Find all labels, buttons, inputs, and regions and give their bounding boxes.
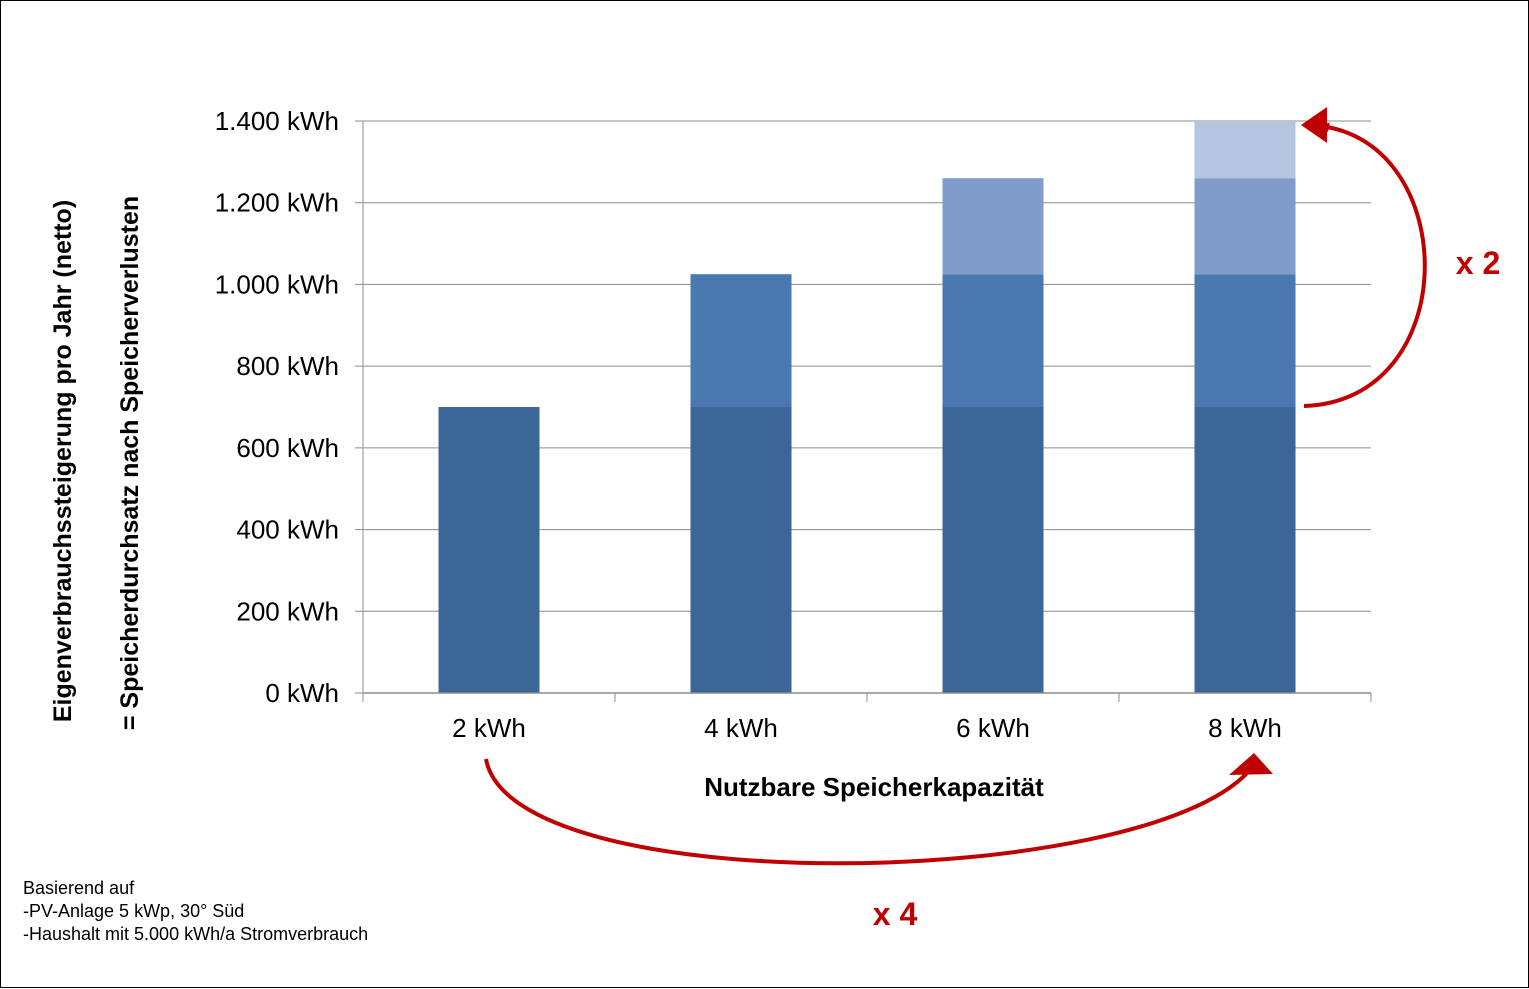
note-block: Basierend auf -PV-Anlage 5 kWp, 30° Süd … (23, 877, 368, 946)
arrow-x4 (484, 758, 1251, 866)
y-tick-label: 400 kWh (236, 515, 339, 545)
axes (355, 120, 1372, 702)
bar-segment (942, 407, 1044, 693)
y-tick-labels: 0 kWh 200 kWh 400 kWh 600 kWh 800 kWh 1.000 k… (215, 106, 339, 708)
note-line: -Haushalt mit 5.000 kWh/a Stromverbrauch (23, 924, 369, 944)
note-line: -PV-Anlage 5 kWp, 30° Süd (23, 901, 245, 921)
arrow-x2-head (1301, 107, 1327, 143)
bar-segment (690, 274, 792, 407)
note-line: Basierend auf (23, 878, 135, 898)
bar-segment (1194, 407, 1296, 693)
bar-segment (1194, 121, 1296, 179)
bar-segment (690, 407, 792, 693)
bar-series (438, 121, 1296, 693)
y-tick-label: 200 kWh (236, 596, 339, 626)
x-tick-labels: 2 kWh 4 kWh 6 kWh 8 kWh (452, 713, 1282, 743)
y-tick-label: 1.400 kWh (215, 106, 339, 136)
y-axis-title-line2: = Speicherdurchsatz nach Speicherverlust… (116, 196, 144, 730)
bar-segment (942, 274, 1044, 407)
y-tick-label: 600 kWh (236, 433, 339, 463)
bar-segment (942, 178, 1044, 275)
y-tick-label: 1.000 kWh (215, 269, 339, 299)
x-tick-label: 6 kWh (956, 713, 1030, 743)
bar-segment (1194, 178, 1296, 275)
y-axis-title-line1: Eigenverbrauchssteigerung pro Jahr (nett… (49, 200, 77, 722)
y-tick-label: 0 kWh (265, 678, 339, 708)
factor-x2-label: x 2 (1456, 245, 1500, 281)
factor-x4-label: x 4 (873, 896, 918, 932)
bar-segment (438, 407, 540, 693)
arrow-x2 (1303, 122, 1427, 408)
x-tick-label: 4 kWh (704, 713, 778, 743)
y-tick-label: 800 kWh (236, 351, 339, 381)
x-axis-title: Nutzbare Speicherkapazität (704, 772, 1044, 802)
y-tick-label: 1.200 kWh (215, 188, 339, 218)
x-tick-label: 2 kWh (452, 713, 526, 743)
arrow-x4-head (1229, 753, 1273, 775)
bar-segment (1194, 274, 1296, 407)
x-tick-label: 8 kWh (1208, 713, 1282, 743)
